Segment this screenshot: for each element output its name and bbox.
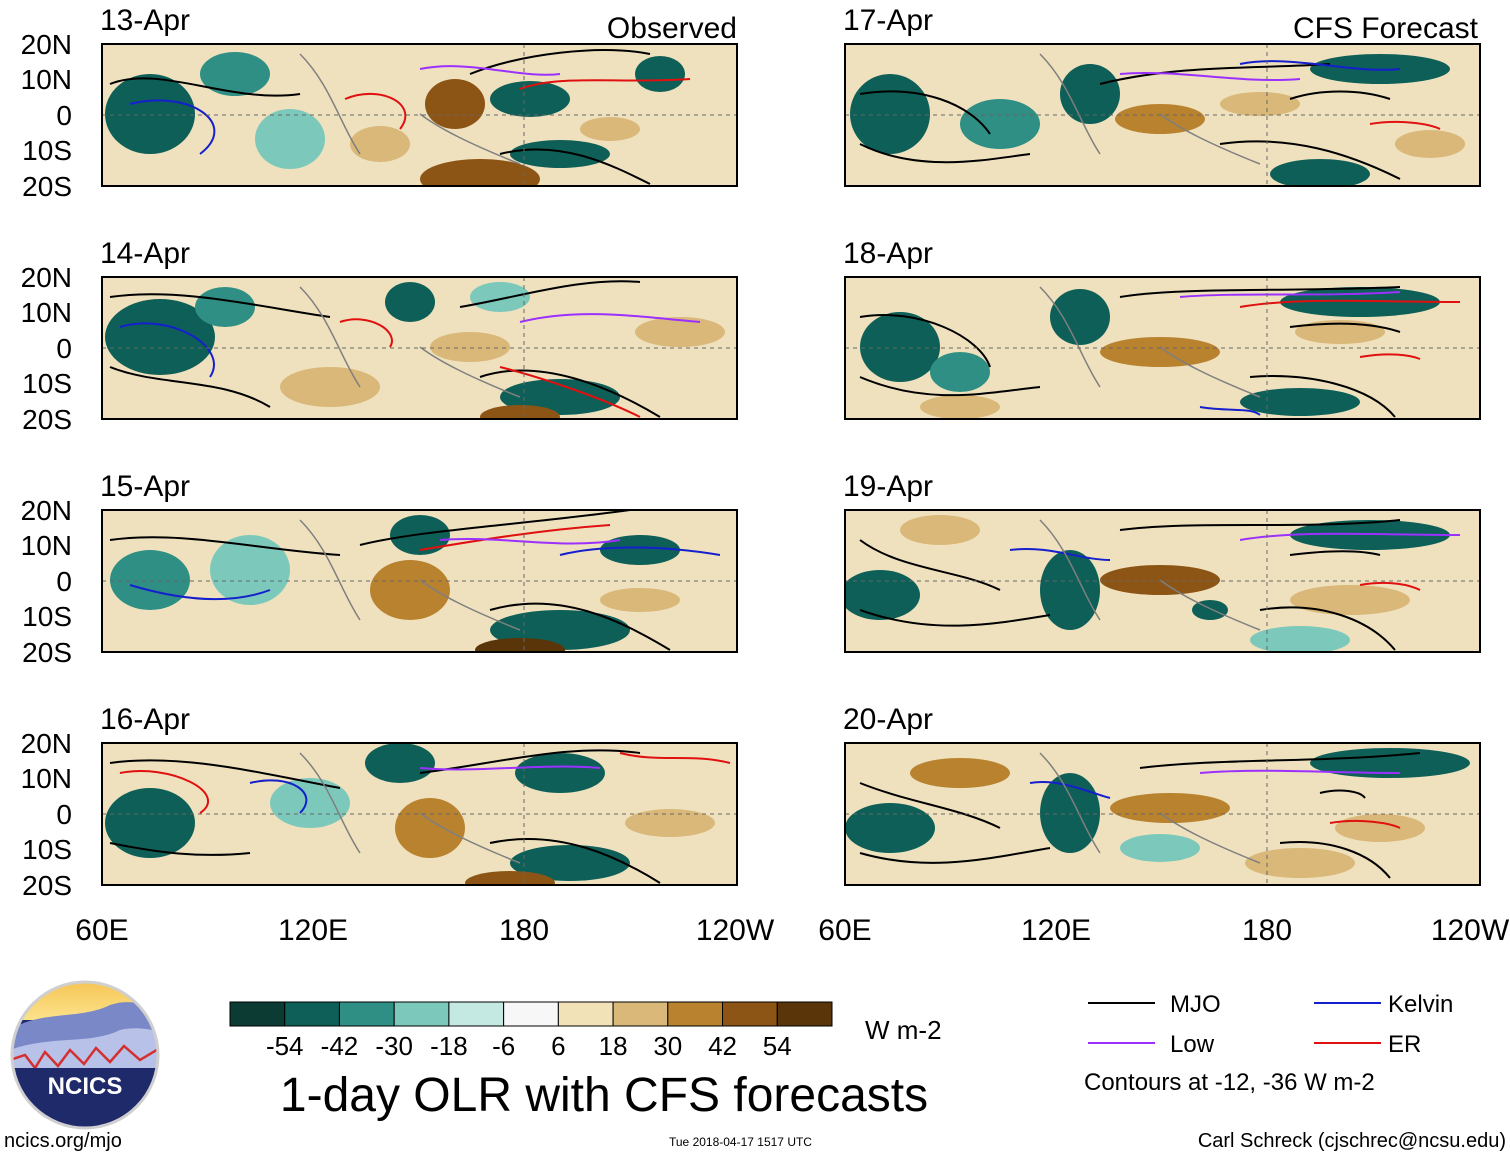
lat-axis-row-2: 20N 10N 0 10S 20S bbox=[21, 262, 72, 435]
lat-tick: 20S bbox=[22, 171, 72, 202]
lat-tick: 10N bbox=[21, 64, 72, 95]
lon-tick-right: 120E bbox=[1021, 914, 1091, 947]
ncics-logo: NCICS bbox=[10, 980, 160, 1130]
map-panel-20-apr bbox=[844, 742, 1481, 886]
panel-date-13-apr: 13-Apr bbox=[100, 4, 190, 37]
colorbar-tick-label: 54 bbox=[763, 1031, 792, 1061]
panel-date-16-apr: 16-Apr bbox=[100, 703, 190, 736]
legend-note: Contours at -12, -36 W m-2 bbox=[1084, 1069, 1375, 1096]
lat-tick: 10N bbox=[21, 530, 72, 561]
map-panel-19-apr bbox=[844, 509, 1481, 653]
colorbar-tick-label: 6 bbox=[551, 1031, 565, 1061]
colorbar-swatch bbox=[503, 1001, 559, 1027]
site-link[interactable]: ncics.org/mjo bbox=[4, 1130, 122, 1152]
lon-tick-right: 60E bbox=[818, 914, 871, 947]
lon-tick-left: 60E bbox=[75, 914, 128, 947]
forecast-label: CFS Forecast bbox=[1293, 12, 1479, 45]
legend-label-kelvin: Kelvin bbox=[1388, 991, 1453, 1018]
lat-tick: 10N bbox=[21, 763, 72, 794]
map-panel-15-apr bbox=[101, 509, 738, 653]
map-panel-18-apr bbox=[844, 276, 1481, 420]
colorbar-tick-label: -6 bbox=[492, 1031, 515, 1061]
author-credit: Carl Schreck (cjschrec@ncsu.edu) bbox=[1197, 1130, 1506, 1152]
lat-tick: 10S bbox=[22, 135, 72, 166]
colorbar-swatch bbox=[284, 1001, 340, 1027]
colorbar-labels: -54 -42 -30 -18 -6 6 18 30 42 54 bbox=[266, 1031, 792, 1061]
observed-label: Observed bbox=[607, 12, 737, 45]
panel-date-19-apr: 19-Apr bbox=[843, 470, 933, 503]
lat-tick: 20N bbox=[21, 262, 72, 293]
lat-axis-row-4: 20N 10N 0 10S 20S bbox=[21, 728, 72, 901]
lat-tick: 10S bbox=[22, 601, 72, 632]
lon-tick-left: 120W bbox=[696, 914, 775, 947]
colorbar-swatch bbox=[667, 1001, 724, 1027]
panel-date-15-apr: 15-Apr bbox=[100, 470, 190, 503]
lat-axis-row-1: 20N 10N 0 10S 20S bbox=[21, 29, 72, 202]
colorbar-swatch bbox=[776, 1001, 833, 1027]
lat-tick: 10N bbox=[21, 297, 72, 328]
colorbar-swatch bbox=[557, 1001, 614, 1027]
colorbar-tick-label: -54 bbox=[266, 1031, 304, 1061]
lat-tick: 0 bbox=[56, 566, 72, 597]
lat-tick: 20S bbox=[22, 404, 72, 435]
lon-tick-right: 180 bbox=[1242, 914, 1292, 947]
timestamp: Tue 2018-04-17 1517 UTC bbox=[669, 1135, 812, 1149]
lat-tick: 20N bbox=[21, 29, 72, 60]
map-panel-14-apr bbox=[101, 276, 738, 420]
contour-legend: MJO Kelvin Low ER Contours at -12, -36 W… bbox=[1084, 991, 1453, 1096]
ncics-logo-text: NCICS bbox=[48, 1073, 123, 1100]
legend-label-low: Low bbox=[1170, 1031, 1215, 1058]
lat-tick: 20N bbox=[21, 495, 72, 526]
lat-tick: 20S bbox=[22, 637, 72, 668]
colorbar-swatch bbox=[393, 1001, 450, 1027]
legend-label-mjo: MJO bbox=[1170, 991, 1221, 1018]
colorbar-unit: W m-2 bbox=[865, 1015, 942, 1045]
colorbar-tick-label: -18 bbox=[430, 1031, 468, 1061]
lat-tick: 20S bbox=[22, 870, 72, 901]
map-panel-16-apr bbox=[101, 742, 738, 886]
map-panel-17-apr bbox=[844, 43, 1481, 187]
colorbar-swatch bbox=[722, 1001, 778, 1027]
map-panel-13-apr bbox=[101, 43, 738, 187]
lon-tick-left: 180 bbox=[499, 914, 549, 947]
legend-label-er: ER bbox=[1388, 1031, 1421, 1058]
lon-tick-right: 120W bbox=[1431, 914, 1510, 947]
lat-tick: 10S bbox=[22, 368, 72, 399]
colorbar-swatch bbox=[612, 1001, 669, 1027]
lat-tick: 0 bbox=[56, 333, 72, 364]
colorbar-tick-label: -30 bbox=[375, 1031, 413, 1061]
colorbar-tick-label: -42 bbox=[321, 1031, 359, 1061]
colorbar-swatch bbox=[229, 1001, 286, 1027]
colorbar-tick-label: 42 bbox=[708, 1031, 737, 1061]
figure-title: 1-day OLR with CFS forecasts bbox=[280, 1069, 928, 1122]
panel-date-14-apr: 14-Apr bbox=[100, 237, 190, 270]
lat-tick: 20N bbox=[21, 728, 72, 759]
colorbar bbox=[229, 1001, 833, 1027]
panel-date-18-apr: 18-Apr bbox=[843, 237, 933, 270]
lon-tick-left: 120E bbox=[278, 914, 348, 947]
panel-date-20-apr: 20-Apr bbox=[843, 703, 933, 736]
lat-tick: 0 bbox=[56, 100, 72, 131]
colorbar-tick-label: 30 bbox=[653, 1031, 682, 1061]
lat-axis-row-3: 20N 10N 0 10S 20S bbox=[21, 495, 72, 668]
panel-date-17-apr: 17-Apr bbox=[843, 4, 933, 37]
colorbar-tick-label: 18 bbox=[599, 1031, 628, 1061]
lat-tick: 0 bbox=[56, 799, 72, 830]
lat-tick: 10S bbox=[22, 834, 72, 865]
colorbar-swatch bbox=[448, 1001, 505, 1027]
colorbar-swatch bbox=[338, 1001, 395, 1027]
